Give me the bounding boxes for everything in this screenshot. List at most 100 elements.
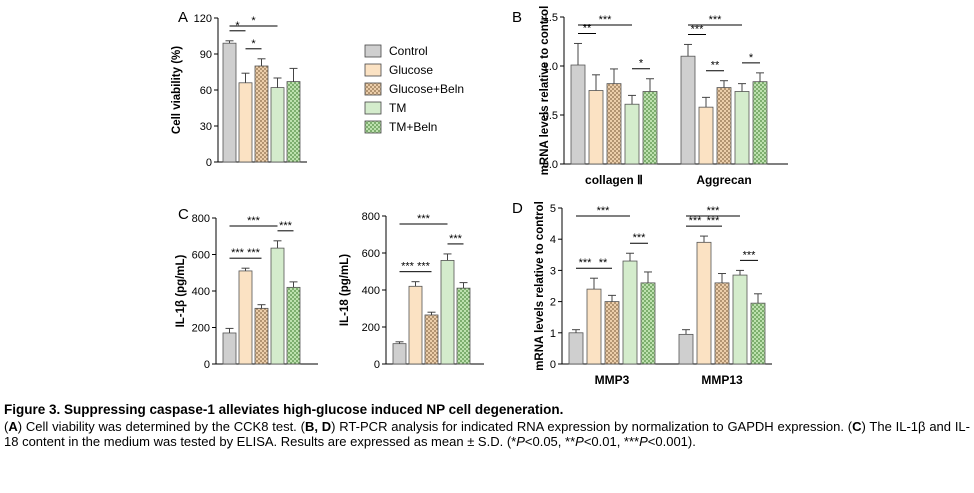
y-tick-label: 800 xyxy=(192,213,210,225)
bar xyxy=(222,42,237,163)
caption-body: (A) Cell viability was determined by the… xyxy=(4,419,970,449)
y-tick-label: 2 xyxy=(550,297,556,309)
legend-swatch-0 xyxy=(364,44,382,58)
bar xyxy=(286,81,301,163)
y-tick-label: 0 xyxy=(550,359,556,371)
significance-label: *** xyxy=(449,233,463,245)
significance-label: *** xyxy=(247,215,261,227)
y-tick-label: 1.5 xyxy=(543,12,558,24)
bar xyxy=(734,91,750,165)
legend-label-4: TM+Beln xyxy=(389,120,437,134)
legend-label-1: Glucose xyxy=(389,63,433,77)
y-axis-label: Cell viability (%) xyxy=(171,46,183,134)
bar xyxy=(270,247,285,365)
y-tick-label: 0.5 xyxy=(543,110,558,122)
significance-label: *** xyxy=(691,23,705,35)
y-axis-label: IL-18 (pg/mL) xyxy=(339,254,351,326)
significance-label: *** xyxy=(599,14,613,26)
bar xyxy=(440,259,455,365)
y-axis-label: IL-1β (pg/mL) xyxy=(175,254,187,327)
y-tick-label: 30 xyxy=(200,121,212,133)
bar xyxy=(696,241,712,365)
bar xyxy=(680,55,696,165)
caption-title: Figure 3. Suppressing caspase-1 alleviat… xyxy=(4,402,564,417)
significance-label: *** xyxy=(633,232,647,244)
legend-swatch-3 xyxy=(364,101,382,115)
bar xyxy=(716,87,732,165)
y-axis-label: mRNA levels relative to control xyxy=(539,6,551,176)
y-tick-label: 400 xyxy=(192,286,210,298)
significance-label: *** xyxy=(707,205,721,217)
panel-letter: B xyxy=(512,9,522,26)
bar xyxy=(606,83,622,165)
y-tick-label: 400 xyxy=(362,285,380,297)
chart-panel-4: D 0 1 2 3 4 5 mRNA levels relative to control MM… xyxy=(512,200,772,387)
bar xyxy=(752,81,768,165)
bar xyxy=(750,302,766,365)
bar xyxy=(624,103,640,165)
y-tick-label: 200 xyxy=(362,322,380,334)
bar xyxy=(286,286,301,365)
bar xyxy=(570,64,586,165)
bar xyxy=(588,90,604,165)
significance-label: *** xyxy=(579,257,593,269)
panel-letter: C xyxy=(178,206,189,223)
significance-label: *** xyxy=(707,215,721,227)
significance-label: *** xyxy=(417,261,431,273)
bar xyxy=(238,82,253,163)
significance-label: *** xyxy=(417,213,431,225)
group-label: collagen Ⅱ xyxy=(585,173,643,187)
bar xyxy=(222,332,237,365)
bar xyxy=(392,343,407,365)
significance-label: *** xyxy=(689,215,703,227)
group-label: MMP13 xyxy=(701,373,743,387)
figure-caption: Figure 3. Suppressing caspase-1 alleviat… xyxy=(4,402,970,449)
bar xyxy=(254,65,269,163)
y-tick-label: 0 xyxy=(204,359,210,371)
bar xyxy=(408,285,423,365)
significance-label: *** xyxy=(247,247,261,259)
significance-label: *** xyxy=(597,205,611,217)
significance-label: * xyxy=(251,38,256,50)
significance-label: * xyxy=(235,20,240,32)
bar xyxy=(238,270,253,365)
bar xyxy=(640,282,656,365)
y-tick-label: 800 xyxy=(362,211,380,223)
bar xyxy=(622,260,638,365)
y-tick-label: 200 xyxy=(192,323,210,335)
significance-label: * xyxy=(749,52,754,64)
legend-label-2: Glucose+Beln xyxy=(389,82,464,96)
y-tick-label: 1 xyxy=(550,328,556,340)
bar xyxy=(698,106,714,165)
significance-label: *** xyxy=(743,249,757,261)
group-label: Aggrecan xyxy=(696,173,751,187)
significance-label: *** xyxy=(401,261,415,273)
bar xyxy=(732,274,748,365)
legend-swatch-1 xyxy=(364,63,382,77)
significance-label: * xyxy=(251,15,256,27)
bar xyxy=(642,91,658,165)
y-tick-label: 0 xyxy=(374,359,380,371)
significance-label: *** xyxy=(709,14,723,26)
y-tick-label: 600 xyxy=(362,248,380,260)
y-tick-label: 0.0 xyxy=(543,159,558,171)
significance-label: ** xyxy=(583,22,592,34)
y-axis-label: mRNA levels relative to control xyxy=(534,201,546,371)
legend: Control Glucose Glucose+Beln TM TM+Beln xyxy=(364,44,464,134)
bar xyxy=(254,307,269,365)
y-tick-label: 3 xyxy=(550,265,556,277)
legend-swatch-2 xyxy=(364,82,382,96)
bar xyxy=(604,301,620,365)
y-tick-label: 1.0 xyxy=(543,61,558,73)
y-tick-label: 0 xyxy=(206,157,212,169)
bar xyxy=(714,282,730,365)
significance-label: ** xyxy=(711,60,720,72)
y-tick-label: 4 xyxy=(550,234,556,246)
panel-letter: A xyxy=(178,9,188,26)
legend-label-0: Control xyxy=(389,44,428,58)
bar xyxy=(586,288,602,365)
